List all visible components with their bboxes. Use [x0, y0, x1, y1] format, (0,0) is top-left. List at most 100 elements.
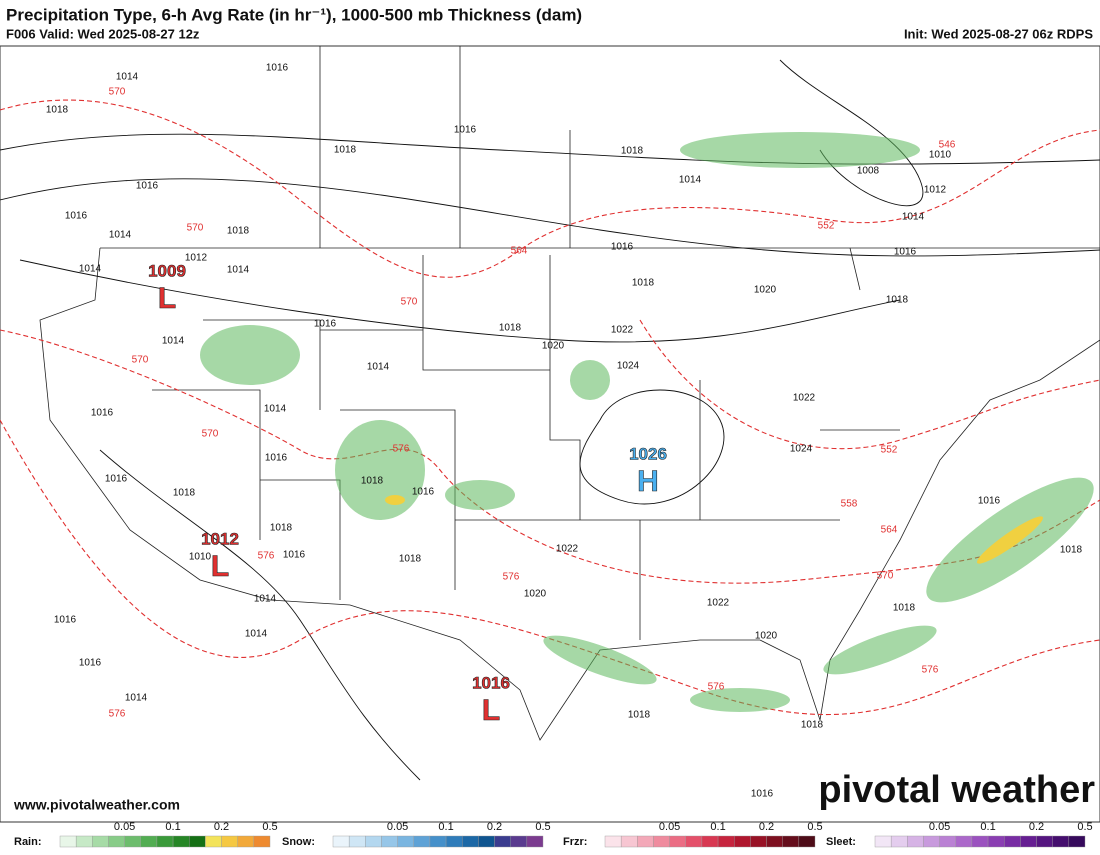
legend-tick: 0.5 — [535, 821, 550, 833]
isobar-label: 1012 — [185, 253, 208, 264]
thickness-label: 576 — [503, 572, 520, 583]
legend-tick: 0.5 — [1077, 821, 1092, 833]
isobar-label: 1018 — [1060, 545, 1083, 556]
legend-swatch — [734, 835, 751, 848]
legend-swatch — [890, 835, 908, 848]
isobar-label: 1016 — [978, 496, 1001, 507]
thickness-label: 552 — [818, 221, 835, 232]
watermark: pivotal weather — [818, 769, 1095, 811]
isobar-label: 1018 — [893, 603, 916, 614]
legend-swatch — [221, 835, 238, 848]
isobar-label: 1014 — [116, 72, 139, 83]
legend-tick: 0.2 — [487, 821, 502, 833]
legend-tick: 0.1 — [165, 821, 180, 833]
thickness-label: 576 — [708, 682, 725, 693]
legend-swatch — [750, 835, 767, 848]
legend-swatch — [332, 835, 350, 848]
legend-tick: 0.1 — [710, 821, 725, 833]
thickness-label: 570 — [109, 87, 126, 98]
isobar-label: 1018 — [227, 226, 250, 237]
isobar-label: 1020 — [524, 589, 547, 600]
legend-swatch — [365, 835, 382, 848]
legend-swatch — [75, 835, 93, 848]
isobar-label: 1014 — [902, 212, 925, 223]
isobar-label: 1024 — [790, 444, 813, 455]
legend-swatch — [1068, 835, 1086, 848]
legend-swatch — [92, 835, 109, 848]
legend-swatch — [413, 835, 431, 848]
legend-swatch — [397, 835, 414, 848]
legend-swatch — [604, 835, 622, 848]
isobar-label: 1018 — [46, 105, 69, 116]
thickness-label: 570 — [187, 223, 204, 234]
thickness-label: 570 — [132, 355, 149, 366]
thickness-lines — [0, 99, 1100, 715]
legend-swatch — [987, 835, 1005, 848]
legend-swatch — [462, 835, 479, 848]
isobar-label: 1018 — [499, 323, 522, 334]
isobar-label: 1016 — [454, 125, 477, 136]
thickness-label: 576 — [258, 551, 275, 562]
legend-swatch — [526, 835, 544, 848]
legend-swatch — [108, 835, 125, 848]
isobar-label: 1016 — [79, 658, 102, 669]
legend-tick: 0.2 — [1029, 821, 1044, 833]
legend-tick: 0.1 — [980, 821, 995, 833]
legend-tick: 0.05 — [929, 821, 950, 833]
thickness-label: 576 — [922, 665, 939, 676]
legend-name: Frzr: — [563, 836, 587, 848]
isobar-label: 1016 — [314, 319, 337, 330]
pressure-symbol: L — [482, 694, 500, 727]
isobar-label: 1018 — [270, 523, 293, 534]
legend-name: Rain: — [14, 836, 42, 848]
isobar-label: 1020 — [755, 631, 778, 642]
isobar-label: 1014 — [109, 230, 132, 241]
legend-swatch — [381, 835, 398, 848]
isobar-label: 1012 — [924, 185, 947, 196]
pressure-value: 1016 — [472, 673, 510, 692]
legend-swatch — [494, 835, 511, 848]
legend-swatch — [685, 835, 703, 848]
isobar-label: 1016 — [91, 408, 114, 419]
isobar-label: 1018 — [621, 146, 644, 157]
legend-tick: 0.1 — [438, 821, 453, 833]
legend-swatch — [701, 835, 719, 848]
legend-swatch — [955, 835, 973, 848]
thickness-label: 564 — [511, 246, 528, 257]
legend-swatch — [124, 835, 141, 848]
legend-swatch — [445, 835, 463, 848]
isobar-label: 1018 — [628, 710, 651, 721]
legend-swatch — [766, 835, 783, 848]
legend-swatch — [156, 835, 174, 848]
thickness-label: 570 — [401, 297, 418, 308]
legend-tick: 0.05 — [659, 821, 680, 833]
isobar-label: 1008 — [857, 166, 880, 177]
thickness-label: 570 — [202, 429, 219, 440]
legend-swatch — [59, 835, 77, 848]
isobar-label: 1010 — [929, 150, 952, 161]
isobar-label: 1022 — [611, 325, 634, 336]
isobar-label: 1016 — [412, 487, 435, 498]
legend-name: Snow: — [282, 836, 315, 848]
isobar-label: 1018 — [334, 145, 357, 156]
legend-swatch — [669, 835, 686, 848]
isobar-label: 1018 — [801, 720, 824, 731]
legend-swatch — [189, 835, 206, 848]
isobar-label: 1016 — [751, 789, 774, 800]
legend-swatch — [939, 835, 956, 848]
legend-tick: 0.05 — [387, 821, 408, 833]
isobar-label: 1020 — [754, 285, 777, 296]
isobar-label: 1020 — [542, 341, 565, 352]
thickness-label: 558 — [841, 499, 858, 510]
isobar-label: 1016 — [65, 211, 88, 222]
isobar-label: 1016 — [54, 615, 77, 626]
isobar-label: 1014 — [227, 265, 250, 276]
thickness-label: 546 — [939, 140, 956, 151]
heavy-precip — [385, 495, 1044, 564]
isobar-label: 1022 — [707, 598, 730, 609]
legend-tick: 0.2 — [214, 821, 229, 833]
legend-swatch — [1004, 835, 1021, 848]
legend-tick: 0.05 — [114, 821, 135, 833]
thickness-label: 552 — [881, 445, 898, 456]
